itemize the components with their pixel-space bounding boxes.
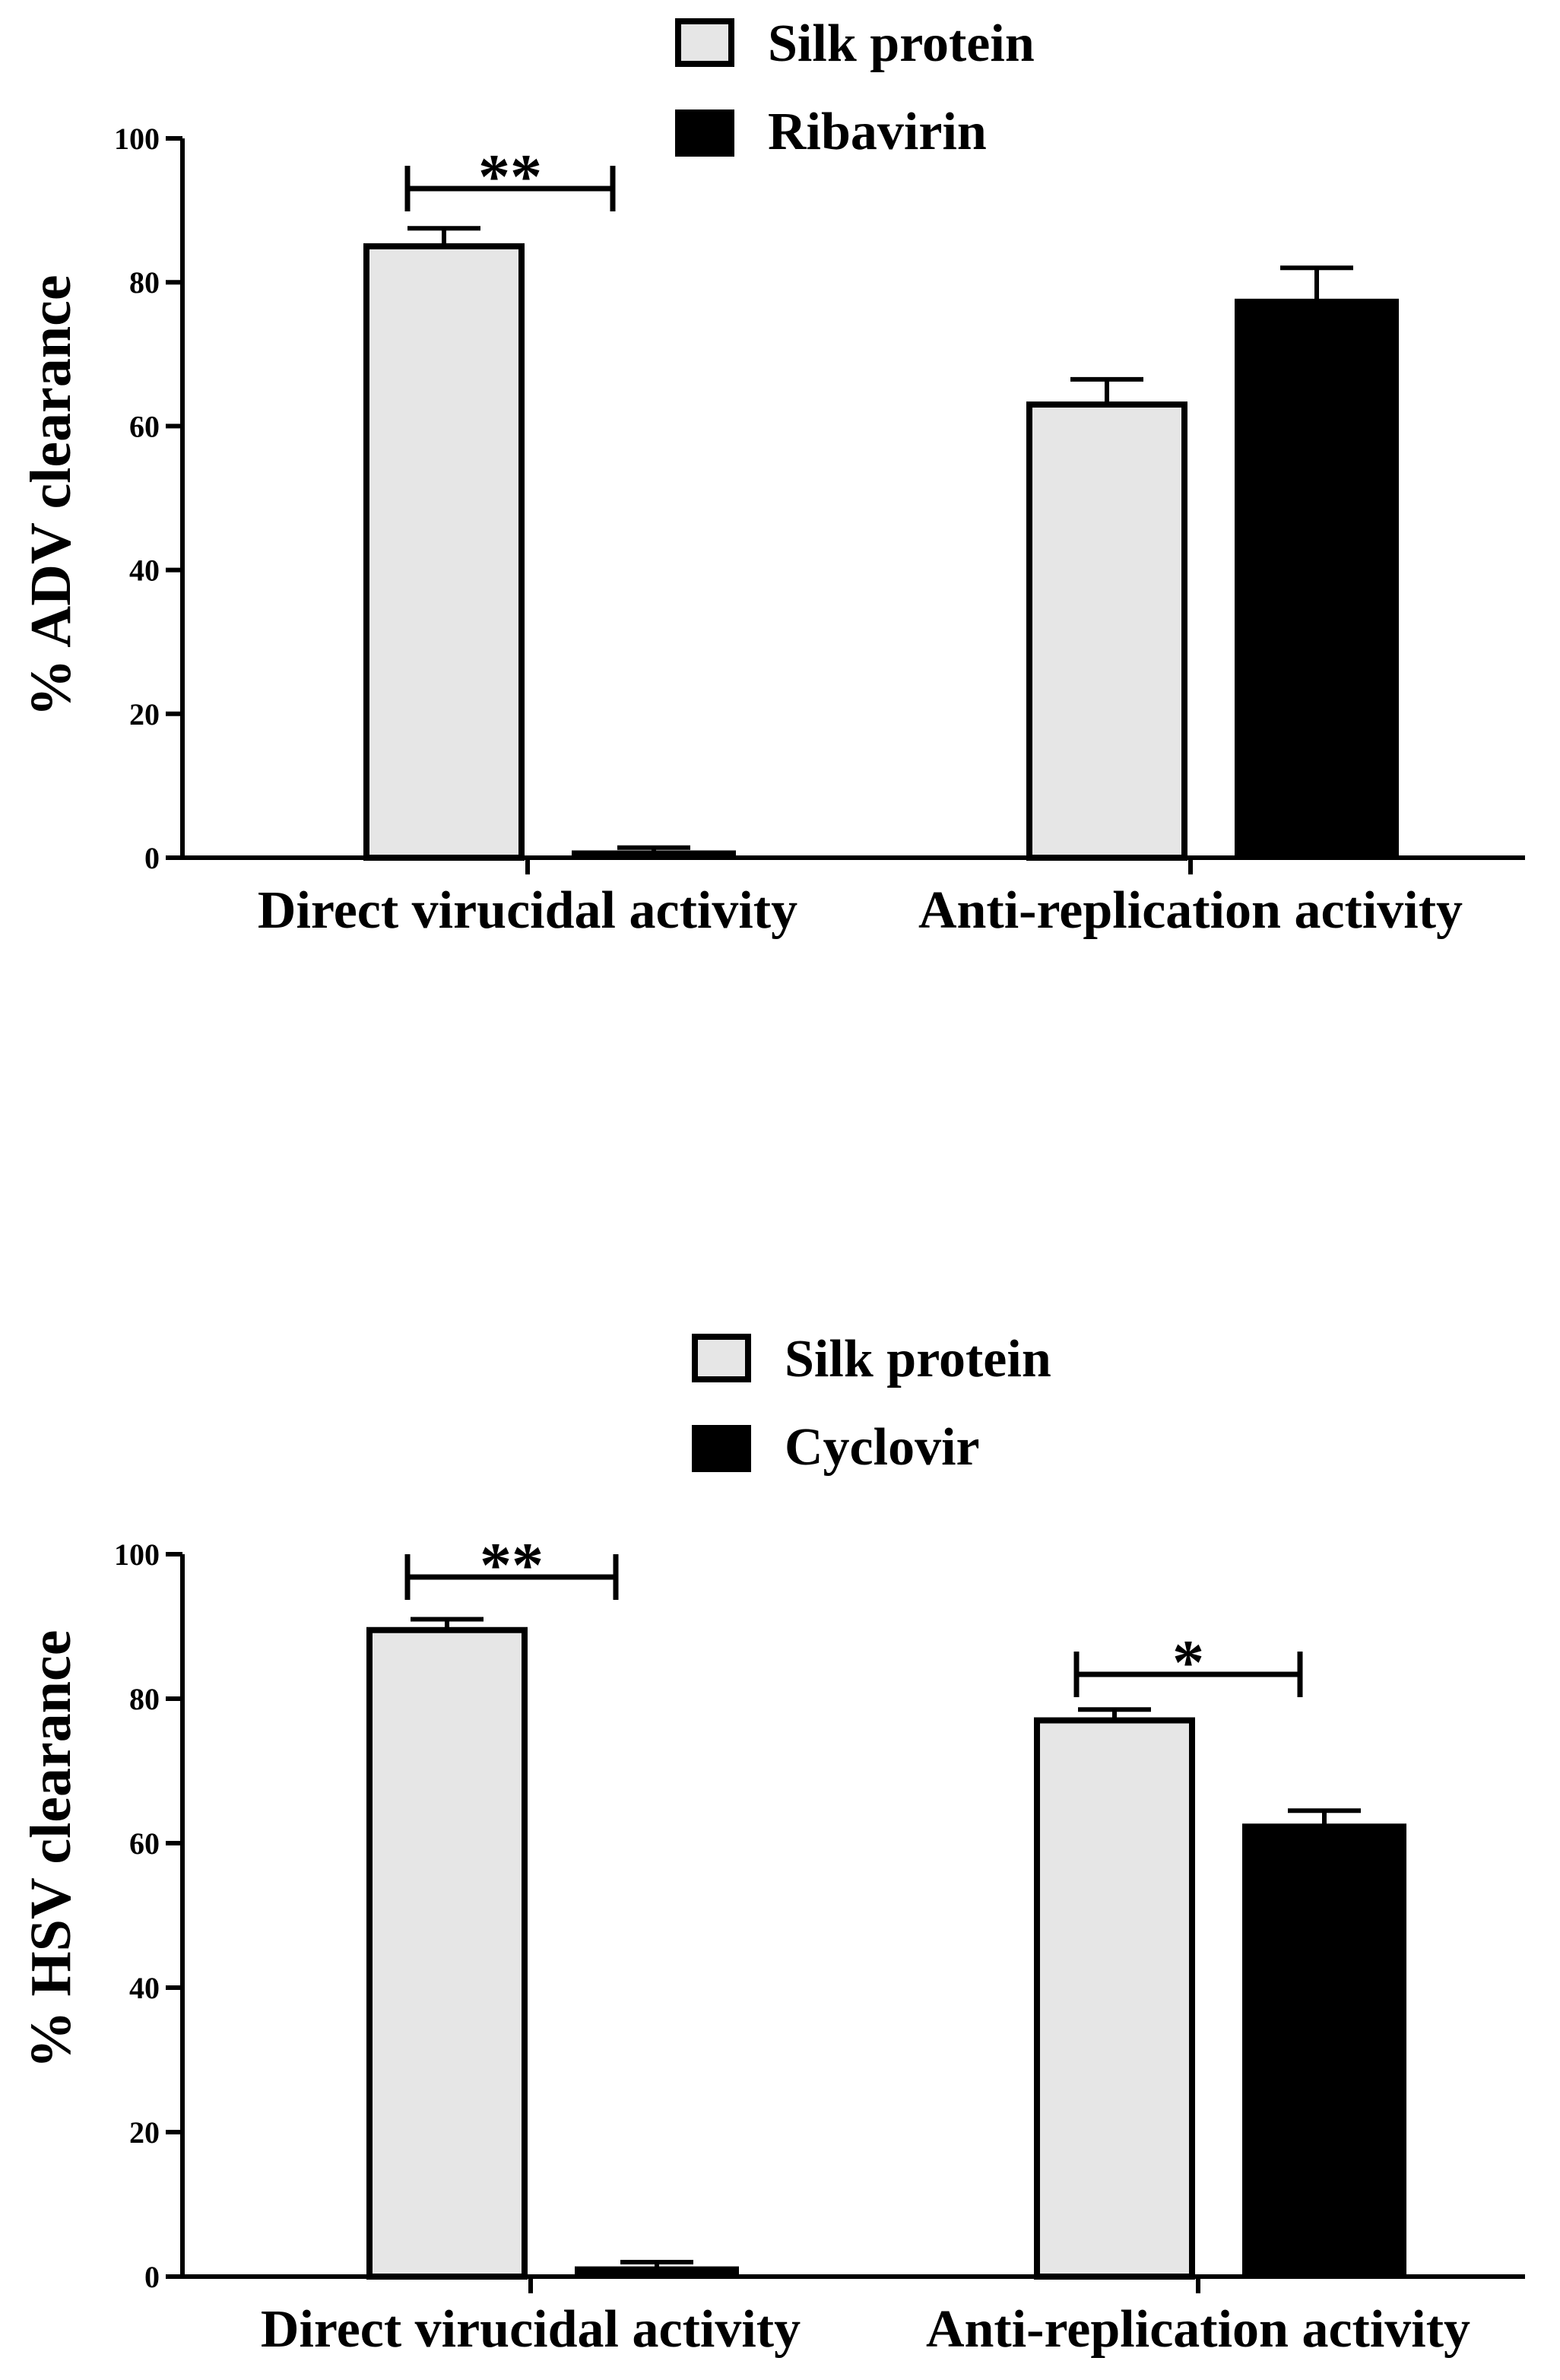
x-category-label: Anti-replication activity [926,2300,1470,2359]
bar-silk-protein [1034,1717,1195,2280]
significance-label: ** [480,1530,544,1601]
y-tick-label: 0 [144,841,160,875]
significance-label: * [1172,1627,1204,1698]
legend-label-silk-protein: Silk protein [768,14,1035,73]
hsv-chart-panel: Silk protein Cyclovir % HSV clearance 0 2… [19,1330,1525,2359]
plot-area: 0 20 40 60 80 100 Direct virucidal activity Ant… [114,122,1525,940]
y-tick-label: 100 [114,1537,160,1572]
adv-chart-panel: Silk protein Ribavirin % ADV clearance 0… [19,14,1525,940]
bar-silk-protein [1026,401,1187,861]
legend-label-silk-protein: Silk protein [785,1330,1051,1388]
y-axis-title: % HSV clearance [19,1630,83,2069]
bar-silk-protein [366,1626,528,2280]
x-category-label: Direct virucidal activity [258,881,797,940]
plot-area: 0 20 40 60 80 100 Direct virucidal activity Ant… [114,1530,1525,2359]
y-tick-label: 80 [129,1682,160,1716]
y-tick-label: 20 [129,2115,160,2150]
legend-swatch-ribavirin [675,109,734,157]
y-tick-label: 40 [129,554,160,588]
bar-silk-protein [363,243,525,861]
legend: Silk protein Cyclovir [692,1330,1051,1477]
legend-label-cyclovir: Cyclovir [785,1418,980,1477]
legend-swatch-silk-protein [692,1334,751,1382]
bar-cyclovir [575,2266,739,2279]
x-category-label: Direct virucidal activity [261,2300,801,2359]
significance-label: ** [478,141,542,212]
y-tick-label: 100 [114,122,160,156]
bar-ribavirin [1235,298,1399,860]
y-tick-label: 80 [129,265,160,300]
bar-ribavirin [572,850,736,860]
bar-cyclovir [1242,1823,1406,2278]
legend-swatch-cyclovir [692,1425,751,1472]
legend: Silk protein Ribavirin [675,14,1035,161]
legend-label-ribavirin: Ribavirin [768,103,987,161]
y-tick-label: 20 [129,697,160,731]
y-tick-label: 40 [129,1971,160,2005]
x-category-label: Anti-replication activity [918,881,1463,940]
legend-swatch-silk-protein [675,18,734,67]
y-axis-title: % ADV clearance [19,274,83,716]
y-tick-label: 60 [129,409,160,443]
y-tick-label: 60 [129,1826,160,1861]
y-tick-label: 0 [144,2260,160,2294]
